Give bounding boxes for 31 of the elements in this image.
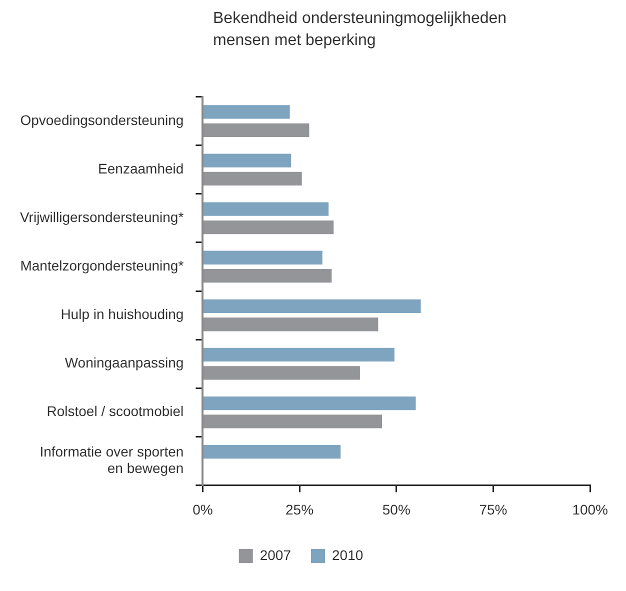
bar [203, 366, 360, 380]
bar [203, 414, 382, 428]
bar [203, 444, 341, 459]
y-tick-label: Eenzaamheid [98, 160, 184, 176]
y-tick-label: Opvoedingsondersteuning [20, 112, 184, 128]
legend-label: 2007 [260, 546, 292, 563]
bar [203, 348, 394, 362]
bar [203, 172, 302, 186]
x-tick-label: 100% [572, 501, 608, 518]
bar [203, 123, 310, 138]
bar [203, 269, 332, 283]
y-tick-label: Vrijwilligersondersteuning* [20, 209, 184, 226]
x-tick-label: 50% [382, 501, 410, 518]
chart-title: Bekendheid ondersteuningmogelijkheden mensen met beperking [213, 9, 508, 51]
y-tick-label: Mantelzorgondersteuning* [20, 258, 184, 274]
bar [203, 396, 416, 410]
bar [203, 250, 322, 264]
bar [203, 202, 329, 216]
legend-label: 2010 [332, 546, 364, 563]
x-tick-label: 25% [286, 501, 314, 518]
y-tick-label: Hulp in huishouding [60, 306, 184, 322]
x-tick-label: 0% [192, 501, 213, 518]
bar [203, 105, 290, 119]
y-tick-label: Rolstoel / scootmobiel [46, 403, 184, 420]
bar [203, 299, 421, 313]
bar [203, 154, 292, 168]
bar [203, 318, 378, 332]
y-tick-label: Informatie over sporten en bewegen [40, 443, 184, 476]
bar [203, 220, 334, 234]
y-tick-label: Woningaanpassing [64, 354, 184, 371]
x-tick-label: 75% [479, 501, 508, 518]
